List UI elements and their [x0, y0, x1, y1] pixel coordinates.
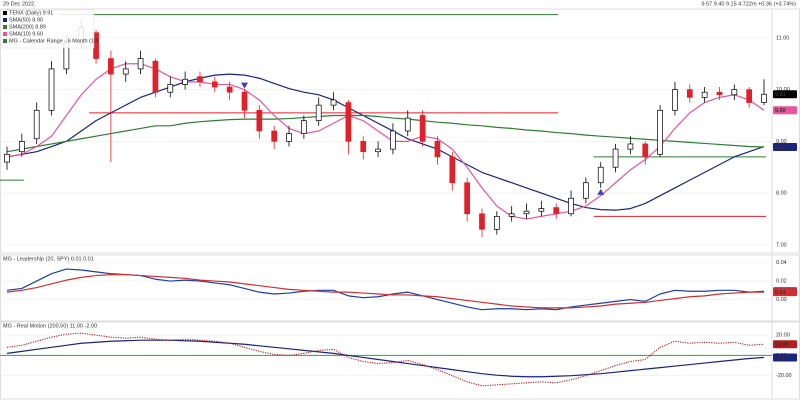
- candle-body: [197, 76, 203, 83]
- candle-body: [419, 115, 426, 142]
- signal-triangle: [240, 82, 248, 89]
- legend-swatch: [3, 32, 7, 36]
- header-quote: 9.57 9.40 9.15 4.722m +0.36 (+3.74%): [702, 1, 797, 7]
- legend-entry: SMA(200) 8.89: [9, 24, 46, 30]
- candle-body: [761, 93, 767, 103]
- panel-title: MG - Real Motion (200,50) 11.00 -2.00: [3, 323, 97, 329]
- candle-body: [538, 208, 545, 212]
- price-label-box: [773, 106, 797, 115]
- candle-body: [167, 84, 174, 93]
- y-tick-label: 9.00: [776, 139, 787, 145]
- candle-body: [360, 140, 367, 153]
- candle-body: [301, 120, 307, 134]
- price-label: 9.60: [775, 108, 786, 114]
- candle-body: [137, 58, 144, 70]
- series-line: [6, 114, 765, 153]
- y-tick-label: 7.00: [776, 242, 787, 248]
- panel-title: MG - Leadership (20, SPY) 0.01 0.01: [3, 256, 94, 262]
- y-tick-label: 0.04: [776, 260, 787, 266]
- candle-body: [4, 153, 10, 163]
- candle-body: [286, 133, 292, 142]
- candle-body: [568, 197, 574, 215]
- y-tick-label: 20.00: [776, 333, 790, 339]
- candle-body: [746, 89, 753, 103]
- y-tick-label: 10.00: [776, 87, 790, 93]
- candle-body: [18, 140, 25, 153]
- candle-body: [226, 86, 233, 93]
- candle-body: [449, 156, 456, 184]
- candle-body: [627, 143, 634, 150]
- candle-body: [315, 104, 322, 122]
- legend-box: [1, 9, 95, 49]
- candle-body: [122, 68, 129, 75]
- candle-body: [108, 58, 114, 75]
- candle-body: [701, 91, 708, 98]
- legend-entry: SMA(10) 9.60: [9, 31, 43, 37]
- price-label-box: [773, 143, 797, 152]
- candle-body: [434, 140, 441, 158]
- price-label: 8.89: [775, 145, 786, 151]
- price-label-box: [773, 288, 797, 297]
- candle-body: [404, 117, 411, 132]
- candle-body: [642, 143, 649, 158]
- series-line: [6, 339, 765, 378]
- candle-body: [508, 213, 515, 217]
- legend-swatch: [3, 39, 7, 43]
- candle-body: [345, 102, 352, 142]
- header-date: 29 Dec 2022: [3, 1, 34, 7]
- candle-body: [211, 81, 218, 88]
- candle-body: [731, 89, 738, 96]
- series-line: [6, 274, 764, 309]
- legend-swatch: [3, 25, 7, 29]
- legend-entry: MG - Calendar Range - 6 Month (10): [9, 38, 99, 44]
- series-line: [6, 63, 765, 220]
- candle-body: [48, 68, 55, 111]
- legend-title: TENX (Daily) 9.91: [9, 10, 53, 16]
- candle-body: [375, 148, 381, 153]
- candle-body: [241, 91, 248, 111]
- candle-body: [464, 182, 470, 215]
- candle-body: [583, 182, 589, 199]
- legend-entry: SMA(50) 8.90: [9, 17, 43, 23]
- price-label-box: [773, 340, 797, 349]
- y-tick-label: 0.00: [776, 297, 787, 303]
- series-line: [6, 73, 765, 211]
- candle-body: [93, 32, 99, 59]
- candle-body: [479, 213, 485, 230]
- candle-body: [597, 166, 604, 184]
- candle-body: [390, 130, 396, 150]
- y-tick-label: 8.00: [776, 191, 787, 197]
- price-label-box: [773, 90, 797, 99]
- candle-body: [493, 216, 500, 230]
- candle-body: [553, 207, 560, 215]
- series-line: [6, 332, 765, 387]
- candle-body: [330, 99, 337, 106]
- price-label-box: [773, 353, 797, 362]
- candle-body: [271, 130, 278, 142]
- price-label: 9.91: [775, 92, 786, 98]
- candle-body: [33, 109, 40, 140]
- price-label: -2.00: [775, 355, 788, 361]
- candle-body: [657, 109, 663, 155]
- price-label: 0.01: [775, 290, 786, 296]
- candle-body: [686, 89, 693, 98]
- candle-body: [612, 148, 619, 168]
- y-tick-label: 11.00: [776, 35, 789, 41]
- price-label: 11.00: [775, 342, 788, 348]
- candle-body: [182, 78, 188, 85]
- candle-body: [716, 91, 723, 96]
- candle-body: [152, 60, 159, 93]
- legend-swatch: [3, 18, 7, 22]
- y-tick-label: -20.00: [776, 373, 792, 379]
- candle-body: [256, 109, 263, 132]
- y-tick-label: 0.02: [776, 279, 787, 285]
- candle-body: [523, 210, 530, 215]
- signal-triangle: [597, 188, 605, 195]
- candle-body: [672, 89, 678, 111]
- legend-swatch: [3, 11, 7, 15]
